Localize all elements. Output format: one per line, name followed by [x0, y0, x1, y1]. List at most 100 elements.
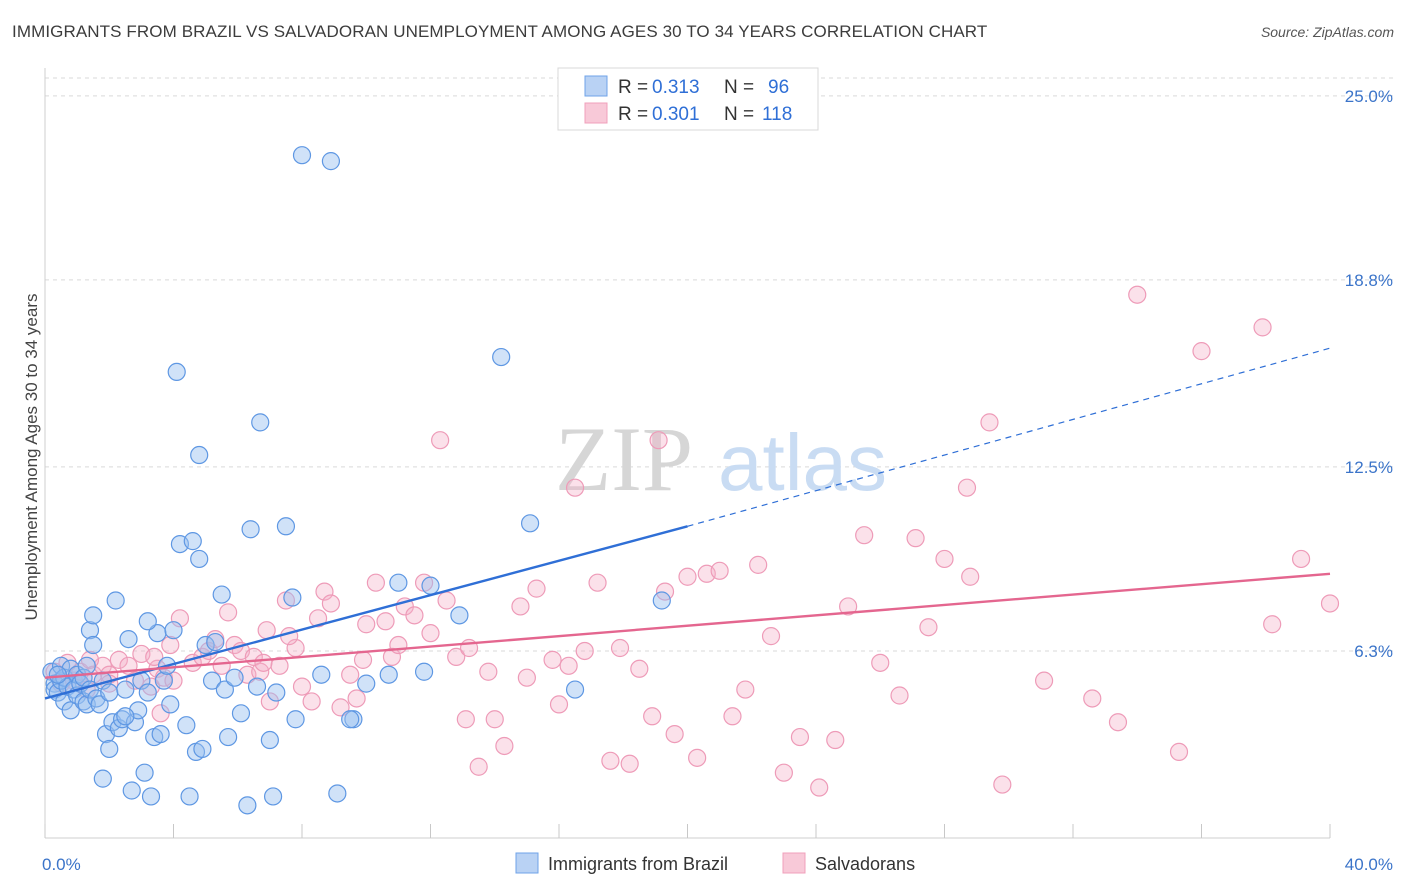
legend-n-value-2: 118 — [762, 104, 792, 125]
brazil-point-74 — [286, 710, 305, 729]
axes — [44, 68, 1331, 839]
salvadoran-point-54 — [447, 647, 466, 667]
watermark: ZIP atlas — [555, 408, 887, 510]
brazil-point-35 — [122, 781, 141, 800]
salvadoran-point-44 — [366, 573, 385, 592]
brazil-point-66 — [241, 520, 260, 539]
salvadoran-point-82 — [761, 627, 781, 646]
series-legend: Immigrants from Brazil Salvadorans — [515, 852, 915, 874]
salvadoran-point-114 — [280, 627, 299, 646]
brazil-point-68 — [251, 413, 270, 432]
salvadoran-point-81 — [749, 555, 768, 574]
brazil-point-47 — [161, 695, 180, 714]
salvadoran-point-72 — [643, 707, 662, 726]
salvadoran-point-87 — [839, 597, 858, 616]
legend-n-value-1: 96 — [768, 77, 789, 98]
brazil-point-49 — [167, 362, 186, 382]
salvadoran-point-66 — [575, 641, 594, 661]
legend-r-value-1: 0.313 — [652, 77, 700, 98]
salvadoran-point-69 — [610, 638, 630, 658]
salvadoran-point-70 — [620, 754, 639, 773]
salvadoran-point-100 — [1108, 713, 1128, 732]
salvadoran-point-59 — [495, 736, 514, 756]
brazil-point-92 — [116, 707, 135, 726]
salvadoran-point-58 — [485, 710, 504, 729]
salvadoran-point-106 — [1291, 549, 1311, 569]
brazil-point-75 — [292, 146, 312, 165]
brazil-point-87 — [520, 514, 540, 533]
salvadoran-point-47 — [389, 635, 408, 655]
salvadoran-point-76 — [688, 748, 707, 767]
salvadoran-point-71 — [630, 659, 649, 678]
brazil-point-62 — [219, 727, 238, 747]
brazil-point-23 — [90, 695, 109, 714]
brazil-point-19 — [80, 621, 100, 640]
legend-n-label-1: N = — [724, 77, 754, 98]
chart-title: IMMIGRANTS FROM BRAZIL VS SALVADORAN UNE… — [12, 22, 988, 41]
salvadoran-point-42 — [347, 689, 366, 708]
x-tick-labels: 0.0% 40.0% — [42, 855, 1393, 874]
brazil-point-36 — [125, 713, 145, 732]
salvadoran-point-97 — [993, 775, 1012, 794]
salvadoran-point-91 — [906, 529, 925, 548]
brazil-point-78 — [328, 784, 347, 803]
salvadoran-point-88 — [855, 526, 874, 545]
salvadoran-point-62 — [527, 579, 546, 598]
y-axis-title: Unemployment Among Ages 30 to 34 years — [22, 294, 41, 621]
salvadoran-point-67 — [588, 573, 607, 592]
salvadoran-point-109 — [565, 478, 585, 497]
brazil-point-57 — [193, 739, 212, 759]
salvadoran-point-105 — [1263, 615, 1282, 634]
salvadoran-point-37 — [308, 609, 328, 628]
brazil-point-63 — [225, 668, 244, 687]
x-tick-label-max: 40.0% — [1345, 855, 1393, 874]
salvadoran-point-95 — [961, 567, 980, 586]
salvadoran-point-116 — [456, 710, 475, 729]
brazil-point-94 — [341, 710, 360, 729]
salvadoran-point-92 — [919, 618, 938, 637]
salvadoran-point-17 — [161, 635, 180, 655]
salvadoran-point-40 — [331, 698, 350, 717]
salvadoran-point-108 — [649, 431, 668, 450]
brazil-point-17 — [77, 695, 96, 714]
salvadoran-point-84 — [790, 727, 810, 747]
salvadoran-point-52 — [431, 431, 450, 450]
legend-n-label-2: N = — [724, 104, 754, 125]
brazil-point-48 — [164, 621, 183, 640]
y-tick-label-1: 12.5% — [1345, 458, 1393, 477]
y-tick-label-2: 18.8% — [1345, 271, 1393, 290]
bottom-legend-label-brazil: Immigrants from Brazil — [548, 854, 728, 874]
bottom-legend-swatch-brazil — [515, 852, 539, 874]
salvadoran-point-113 — [254, 653, 273, 672]
salvadoran-point-9 — [109, 650, 128, 669]
source-label: Source: ZipAtlas.com — [1260, 24, 1394, 40]
brazil-point-71 — [267, 683, 286, 702]
brazil-point-39 — [135, 763, 154, 782]
bottom-legend-label-salvadorans: Salvadorans — [815, 854, 915, 874]
salvadoran-point-39 — [321, 594, 341, 613]
legend-swatch-blue — [584, 75, 608, 97]
salvadoran-point-80 — [736, 680, 755, 699]
brazil-point-61 — [215, 680, 234, 699]
brazil-point-55 — [190, 549, 209, 569]
brazil-point-85 — [450, 606, 469, 625]
brazil-point-70 — [263, 787, 283, 806]
legend-r-label-2: R = — [618, 104, 648, 125]
salvadoran-point-115 — [353, 650, 373, 669]
brazil-point-88 — [565, 680, 585, 699]
salvadoran-point-63 — [543, 650, 562, 669]
correlation-legend: R = 0.313 N = 96 R = 0.301 N = 118 — [557, 67, 819, 131]
bottom-legend-swatch-salvadorans — [782, 852, 806, 874]
salvadoran-point-65 — [559, 656, 578, 675]
brazil-point-77 — [321, 152, 341, 171]
salvadoran-point-51 — [421, 624, 440, 643]
brazil-point-40 — [138, 683, 157, 702]
brazil-point-28 — [100, 739, 119, 759]
trend-lines — [44, 347, 1331, 700]
brazil-point-34 — [119, 629, 138, 649]
brazil-point-69 — [260, 730, 279, 750]
brazil-trend-extension — [687, 347, 1331, 527]
brazil-point-53 — [183, 532, 202, 551]
salvadoran-point-60 — [511, 597, 530, 616]
